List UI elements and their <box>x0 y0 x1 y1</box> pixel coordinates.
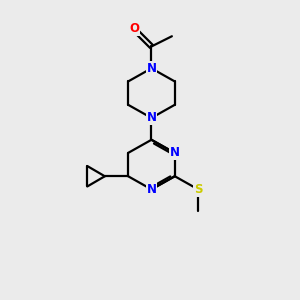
Text: N: N <box>146 62 157 75</box>
Text: S: S <box>194 183 203 196</box>
Text: N: N <box>146 111 157 124</box>
Text: N: N <box>170 146 180 159</box>
Text: N: N <box>146 183 157 196</box>
Text: O: O <box>129 22 139 35</box>
